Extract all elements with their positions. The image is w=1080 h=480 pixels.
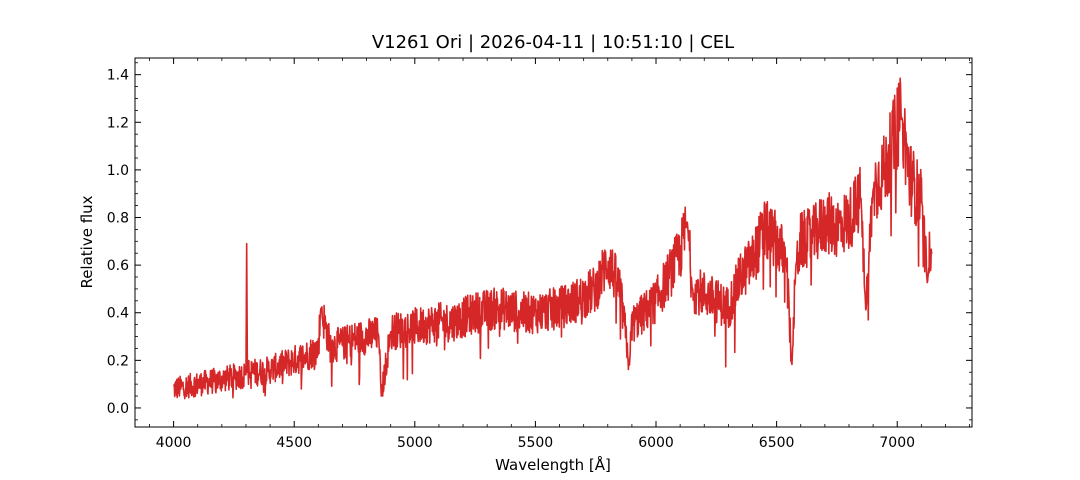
y-tick-label: 0.4 (107, 306, 129, 322)
y-tick-label: 1.4 (107, 68, 129, 84)
spectrum-line (172, 77, 933, 400)
x-tick-label: 5500 (518, 435, 554, 451)
x-tick-label: 5000 (397, 435, 433, 451)
x-tick-label: 7000 (879, 435, 915, 451)
y-axis-label: Relative flux (78, 195, 96, 288)
y-tick-label: 0.2 (107, 353, 129, 369)
plot-border (134, 57, 973, 428)
y-tick-label: 0.6 (107, 258, 129, 274)
x-tick-label: 4500 (276, 435, 312, 451)
x-axis-label: Wavelength [Å] (495, 455, 611, 474)
data-layer (172, 77, 933, 400)
y-tick-label: 1.0 (107, 163, 129, 179)
chart-title: V1261 Ori | 2026-04-11 | 10:51:10 | CEL (372, 32, 734, 53)
x-tick-label: 6500 (759, 435, 795, 451)
x-tick-label: 6000 (638, 435, 674, 451)
x-tick-label: 4000 (156, 435, 192, 451)
y-tick-label: 0.8 (107, 211, 129, 227)
y-tick-label: 0.0 (107, 401, 129, 417)
ticks-layer: 4000 4500 5000 5500 6000 6500 7000 0.0 0.2 0.4 0.6… (107, 58, 972, 451)
y-tick-label: 1.2 (107, 115, 129, 131)
